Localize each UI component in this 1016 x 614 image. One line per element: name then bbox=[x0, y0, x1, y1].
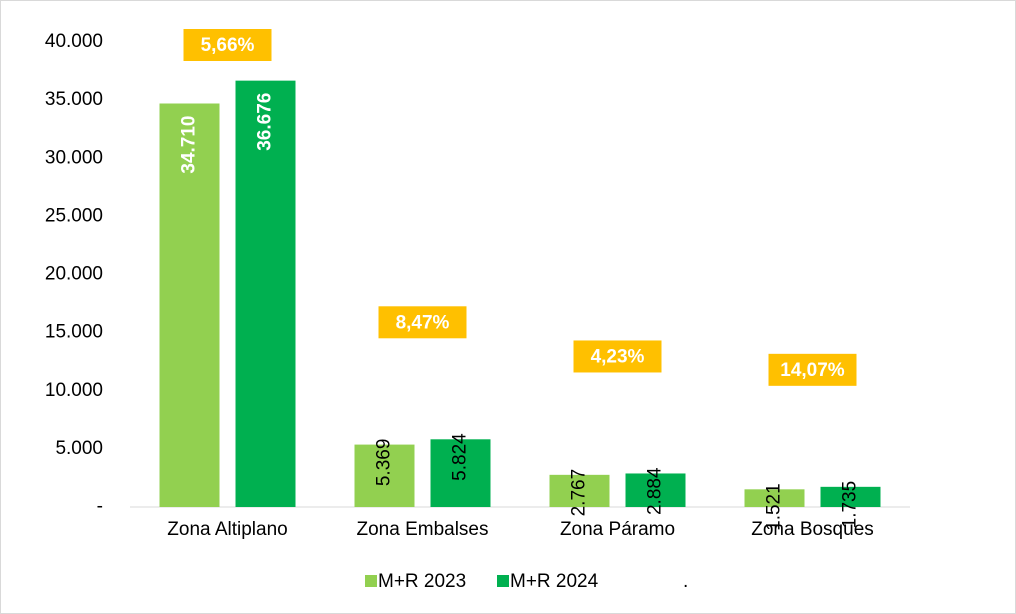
percent-box bbox=[183, 29, 272, 61]
y-tick-label: 20.000 bbox=[45, 264, 103, 285]
percent-label: 8,47% bbox=[396, 312, 450, 333]
percent-label: 5,66% bbox=[201, 35, 255, 56]
bar bbox=[744, 489, 805, 507]
legend-label: M+R 2023 bbox=[378, 571, 466, 592]
value-label: 34.710 bbox=[179, 115, 200, 173]
y-tick-label: 40.000 bbox=[45, 31, 103, 52]
x-tick-label: Zona Altiplano bbox=[167, 519, 287, 540]
x-tick-label: Zona Embalses bbox=[356, 519, 488, 540]
legend-swatch bbox=[497, 575, 509, 587]
bar bbox=[235, 80, 296, 507]
percent-box bbox=[378, 306, 467, 339]
bar bbox=[820, 486, 881, 507]
legend-swatch bbox=[365, 575, 377, 587]
bar bbox=[159, 103, 220, 507]
y-tick-label: 10.000 bbox=[45, 380, 103, 401]
bar bbox=[354, 444, 415, 507]
legend-label: M+R 2024 bbox=[510, 571, 599, 592]
bar bbox=[430, 439, 491, 507]
value-label: 36.676 bbox=[255, 93, 276, 151]
value-label: 2.767 bbox=[569, 469, 590, 517]
value-label: 2.884 bbox=[645, 467, 666, 515]
value-label: 5.369 bbox=[374, 439, 395, 487]
percent-label: 14,07% bbox=[780, 360, 845, 381]
y-tick-label: 35.000 bbox=[45, 89, 103, 110]
y-tick-label: 30.000 bbox=[45, 147, 103, 168]
y-tick-label: - bbox=[97, 496, 103, 517]
bar bbox=[549, 474, 610, 507]
legend-label: . bbox=[683, 571, 688, 592]
percent-box bbox=[573, 340, 662, 373]
value-label: 1.735 bbox=[840, 481, 861, 529]
x-tick-label: Zona Páramo bbox=[560, 519, 675, 540]
y-tick-label: 25.000 bbox=[45, 205, 103, 226]
x-tick-label: Zona Bosques bbox=[751, 519, 874, 540]
percent-box bbox=[768, 353, 857, 386]
y-tick-label: 15.000 bbox=[45, 322, 103, 343]
value-label: 5.824 bbox=[450, 433, 471, 481]
y-tick-label: 5.000 bbox=[55, 438, 103, 459]
value-label: 1.521 bbox=[764, 483, 785, 531]
percent-label: 4,23% bbox=[591, 346, 645, 367]
bar bbox=[625, 473, 686, 507]
